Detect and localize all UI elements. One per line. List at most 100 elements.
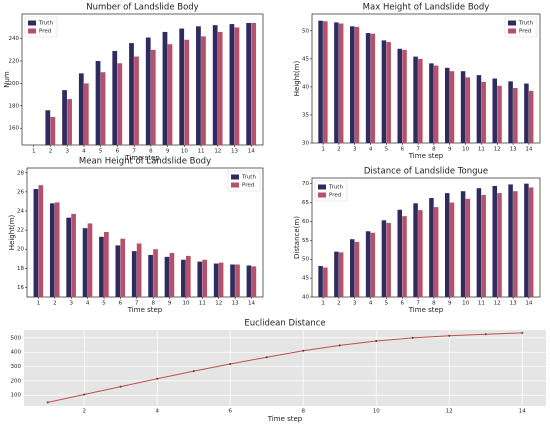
bar <box>318 20 323 143</box>
bar <box>350 26 355 144</box>
x-tick-label: 13 <box>232 301 239 307</box>
x-tick-label: 7 <box>416 301 420 307</box>
bar <box>354 26 360 143</box>
x-tick-label: 10 <box>462 301 469 307</box>
x-tick-label: 2 <box>82 409 86 415</box>
y-tick-label: 70 <box>302 181 309 187</box>
y-tick-label: 26 <box>17 189 24 195</box>
bar <box>99 236 104 297</box>
x-tick-label: 4 <box>86 301 90 307</box>
bar <box>66 217 72 297</box>
legend-label: Pred <box>329 193 341 199</box>
y-tick-label: 22 <box>17 228 24 234</box>
bar <box>476 188 482 297</box>
bar <box>229 24 235 146</box>
y-tick-label: 35 <box>302 112 309 118</box>
legend-label: Pred <box>519 29 531 35</box>
bar <box>134 56 139 145</box>
bar <box>153 249 158 297</box>
legend-swatch <box>231 182 239 188</box>
bar <box>185 255 191 297</box>
y-tick-label: 60 <box>302 219 309 225</box>
y-tick-label: 55 <box>302 238 309 244</box>
bar <box>181 259 186 297</box>
x-tick-label: 4 <box>82 149 86 155</box>
y-tick-label: 40 <box>302 295 309 301</box>
bar <box>418 58 423 143</box>
x-tick-label: 12 <box>494 301 501 307</box>
x-tick-label: 8 <box>149 149 153 155</box>
legend-label: Truth <box>38 21 53 27</box>
x-tick-label: 5 <box>99 149 103 155</box>
bar <box>476 75 482 143</box>
x-tick-label: 8 <box>151 301 155 307</box>
x-tick-label: 11 <box>478 301 485 307</box>
x-tick-label: 2 <box>337 301 341 307</box>
point <box>484 333 487 336</box>
x-tick-label: 13 <box>510 147 517 153</box>
y-tick-label: 20 <box>17 247 24 253</box>
y-tick-label: 220 <box>9 59 20 65</box>
bar <box>323 267 328 297</box>
bar <box>386 42 391 143</box>
bar <box>338 23 344 143</box>
x-tick-label: 5 <box>385 147 389 153</box>
legend-label: Truth <box>241 175 256 181</box>
x-tick-label: 6 <box>401 301 405 307</box>
bar <box>129 43 134 145</box>
y-tick-label: 45 <box>302 56 309 62</box>
bar <box>513 88 518 143</box>
y-tick-label: 50 <box>302 257 309 263</box>
bar <box>524 83 529 143</box>
bar <box>62 90 67 145</box>
x-tick-label: 1 <box>37 301 41 307</box>
y-tick-label: 300 <box>11 364 22 370</box>
legend-swatch <box>508 20 516 26</box>
x-tick-label: 8 <box>302 409 306 415</box>
bar <box>38 185 44 297</box>
point <box>265 356 268 359</box>
bar <box>508 184 513 297</box>
chart-title: Mean Height of Landslide Body <box>79 157 211 167</box>
x-axis-label: Time step <box>408 152 444 160</box>
bar <box>350 239 355 297</box>
bar <box>251 22 257 146</box>
y-tick-label: 18 <box>17 266 24 272</box>
y-tick-label: 40 <box>302 84 309 90</box>
bar <box>167 44 173 145</box>
bar <box>217 31 223 146</box>
x-tick-label: 12 <box>446 409 453 415</box>
bar <box>82 228 88 297</box>
y-tick-label: 200 <box>9 81 20 87</box>
plot-area <box>26 167 264 298</box>
bar <box>246 22 252 146</box>
bar <box>95 61 101 145</box>
chart-title: Euclidean Distance <box>244 319 325 329</box>
x-tick-label: 3 <box>353 301 357 307</box>
bar <box>54 202 60 297</box>
x-tick-label: 9 <box>448 301 452 307</box>
legend-label: Truth <box>518 21 533 27</box>
x-tick-label: 12 <box>215 301 222 307</box>
bar <box>45 110 51 145</box>
point <box>375 340 378 343</box>
bar <box>481 195 486 297</box>
bar <box>49 203 55 297</box>
bar <box>179 28 185 145</box>
bar <box>338 252 344 297</box>
point <box>192 370 195 373</box>
bar <box>528 187 534 297</box>
bar <box>145 37 151 146</box>
x-tick-label: 1 <box>321 301 325 307</box>
x-axis-label: Time step <box>408 306 444 314</box>
bar <box>71 213 76 297</box>
x-tick-label: 9 <box>448 147 452 153</box>
bar <box>164 256 170 297</box>
bar <box>508 81 513 143</box>
point <box>338 344 341 347</box>
bar <box>397 48 403 144</box>
legend-label: Truth <box>328 185 343 191</box>
bar <box>433 65 439 143</box>
bar <box>381 40 387 143</box>
